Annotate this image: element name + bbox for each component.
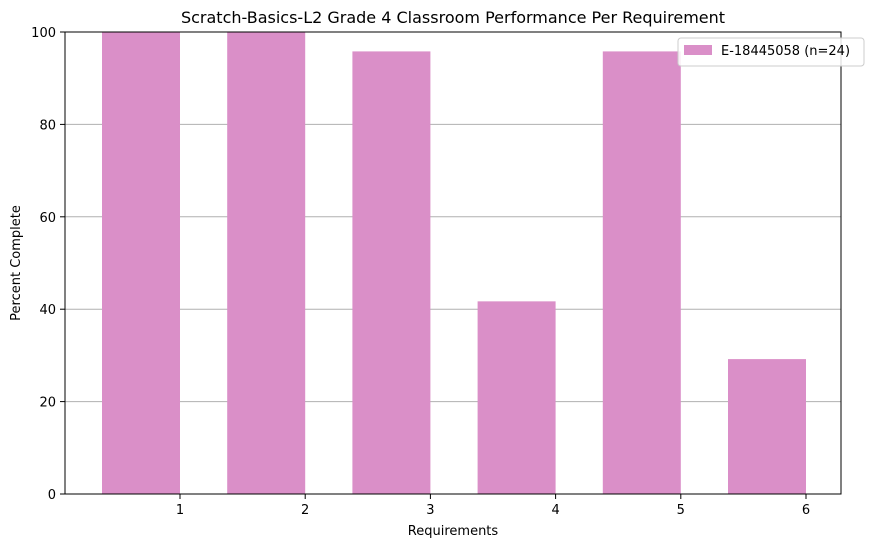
bar-requirement-2 — [227, 32, 306, 494]
chart-title: Scratch-Basics-L2 Grade 4 Classroom Perf… — [181, 8, 725, 27]
legend-swatch — [684, 45, 712, 55]
bars — [102, 32, 806, 495]
y-axis-ticks: 0 20 40 60 80 100 — [31, 26, 65, 503]
y-tick-label: 20 — [39, 396, 56, 411]
bar-requirement-5 — [602, 51, 681, 495]
bar-requirement-3 — [352, 51, 431, 495]
bar-requirement-1 — [102, 32, 180, 494]
y-tick-label: 60 — [39, 211, 56, 226]
y-tick-label: 100 — [31, 26, 56, 41]
x-tick-label: 6 — [802, 503, 810, 518]
bar-requirement-6 — [728, 359, 806, 494]
y-tick-label: 40 — [39, 303, 56, 318]
plot-frame — [64, 31, 842, 495]
x-axis-label: Requirements — [408, 524, 499, 539]
x-tick-label: 5 — [677, 503, 685, 518]
y-tick-label: 0 — [48, 488, 56, 503]
y-axis-label: Percent Complete — [9, 205, 24, 321]
legend-label: E-18445058 (n=24) — [721, 44, 850, 59]
x-tick-label: 1 — [176, 503, 184, 518]
y-tick-label: 80 — [39, 118, 56, 133]
legend-box — [677, 37, 865, 67]
bar-requirement-4 — [477, 301, 556, 494]
gridlines — [65, 123, 841, 403]
x-tick-label: 3 — [426, 503, 434, 518]
x-tick-label: 2 — [301, 503, 309, 518]
x-tick-label: 4 — [551, 503, 559, 518]
legend: E-18445058 (n=24) — [677, 37, 865, 67]
x-axis-ticks: 1 2 3 4 5 6 — [176, 494, 810, 518]
